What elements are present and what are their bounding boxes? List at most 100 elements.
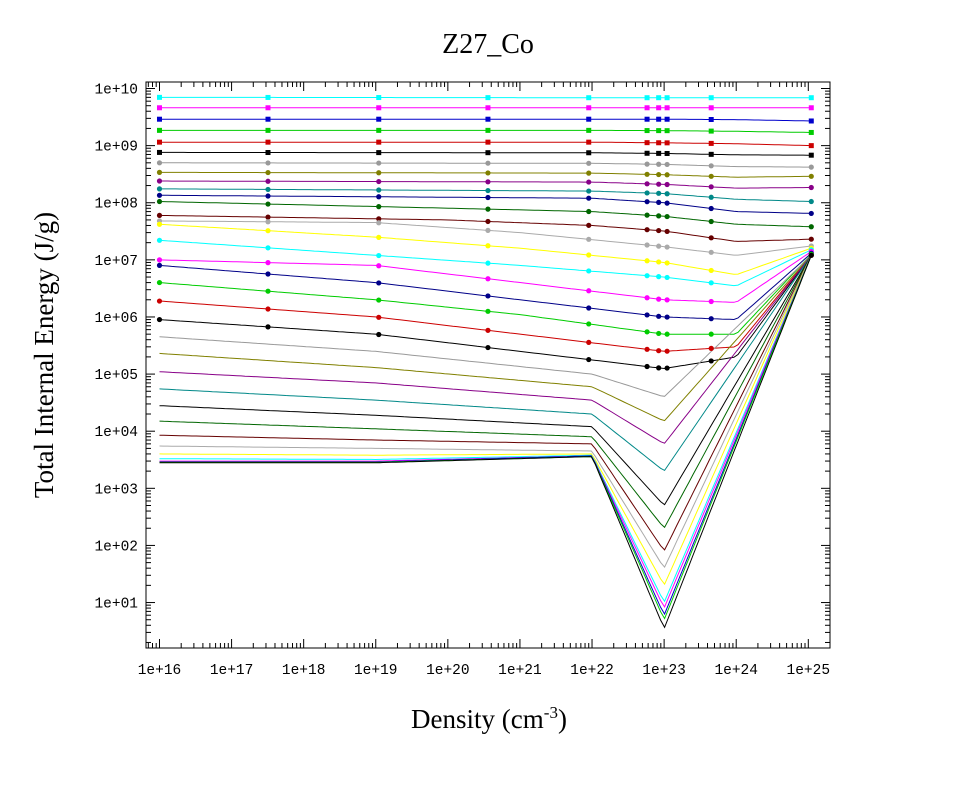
data-point-T12: [644, 212, 650, 218]
data-point-T16: [664, 274, 670, 281]
data-point-T12: [376, 204, 382, 210]
data-point-T13: [485, 218, 491, 225]
data-point-T03: [644, 116, 650, 122]
data-point-T19: [265, 288, 271, 294]
data-point-T06: [656, 150, 662, 156]
data-point-T03: [376, 116, 382, 122]
y-tick-label: 1e+09: [94, 140, 138, 156]
data-point-T12: [265, 201, 271, 207]
data-point-T03: [656, 116, 662, 122]
data-point-T01: [664, 95, 670, 101]
data-point-T13: [656, 227, 662, 234]
data-point-T14: [485, 227, 491, 233]
data-point-T21: [485, 344, 491, 351]
data-point-T07: [265, 160, 271, 166]
data-point-T19: [376, 297, 382, 303]
data-point-T17: [656, 296, 662, 302]
chart-title: Z27_Co: [442, 29, 534, 60]
data-point-T20: [156, 298, 163, 304]
data-point-T09: [376, 178, 382, 185]
data-point-T05: [156, 139, 162, 145]
data-point-T10: [376, 187, 382, 193]
data-point-T05: [586, 139, 592, 145]
data-point-T15: [586, 252, 592, 258]
data-point-T14: [656, 243, 662, 249]
data-point-T18: [656, 313, 662, 319]
data-point-T19: [586, 321, 592, 327]
series-line-T26: [159, 255, 812, 506]
data-point-T09: [708, 184, 714, 190]
data-point-T04: [708, 128, 714, 134]
data-point-T05: [708, 140, 714, 146]
data-point-T05: [664, 140, 670, 146]
data-point-T02: [376, 105, 382, 111]
data-point-T06: [708, 151, 714, 157]
data-point-T02: [708, 105, 714, 111]
data-point-T06: [265, 150, 271, 156]
data-point-T09: [156, 178, 163, 184]
data-point-T18: [664, 314, 670, 320]
data-point-T07: [156, 160, 163, 166]
data-point-T11: [708, 205, 714, 212]
data-point-T03: [808, 118, 814, 124]
y-tick-label: 1e+05: [94, 368, 138, 384]
data-point-T17: [644, 295, 650, 301]
data-point-T13: [265, 214, 271, 220]
data-point-T20: [664, 348, 670, 354]
data-point-T07: [708, 163, 714, 169]
data-point-T06: [586, 150, 592, 156]
data-point-T11: [808, 210, 814, 217]
data-point-T04: [376, 127, 382, 133]
data-point-T18: [644, 312, 650, 318]
data-point-T01: [156, 94, 162, 100]
data-point-T09: [664, 181, 670, 188]
data-point-T21: [376, 331, 382, 338]
data-point-T08: [586, 170, 592, 176]
data-point-T06: [808, 152, 814, 158]
x-axis-label-superscript: -3: [544, 703, 558, 722]
data-point-T19: [656, 330, 662, 337]
data-point-T21: [265, 324, 271, 330]
data-point-T14: [708, 249, 714, 255]
data-point-T20: [708, 345, 714, 352]
data-point-T03: [708, 116, 714, 122]
x-axis-label-main: Density (cm: [411, 704, 544, 734]
series-line-T23: [159, 254, 812, 422]
data-point-T09: [656, 181, 662, 187]
x-tick-label: 1e+18: [282, 663, 326, 679]
data-point-T20: [586, 339, 592, 345]
data-point-T13: [156, 212, 163, 219]
data-point-T08: [485, 170, 491, 176]
data-point-T01: [644, 95, 650, 101]
data-point-T03: [586, 116, 592, 122]
data-point-T04: [808, 129, 814, 135]
data-point-T01: [656, 95, 662, 101]
data-point-T04: [664, 128, 670, 134]
data-point-T17: [265, 260, 271, 266]
data-point-T08: [808, 173, 814, 179]
data-point-T18: [586, 305, 592, 311]
data-point-T10: [265, 186, 271, 193]
data-point-T04: [156, 127, 162, 133]
data-point-T07: [664, 161, 670, 168]
series-line-T31: [159, 255, 812, 603]
data-point-T15: [265, 228, 271, 234]
data-point-T04: [485, 127, 491, 133]
data-point-T13: [664, 228, 670, 235]
data-point-T19: [644, 329, 650, 335]
data-point-T08: [265, 169, 271, 176]
data-point-T12: [586, 208, 592, 215]
data-point-T01: [265, 94, 271, 100]
data-point-T11: [586, 195, 592, 201]
x-tick-label: 1e+22: [570, 663, 614, 679]
data-point-T04: [265, 127, 271, 133]
data-point-T02: [156, 105, 162, 111]
series-line-T30: [159, 255, 812, 586]
data-point-T02: [586, 105, 592, 111]
data-point-T06: [376, 150, 382, 156]
x-tick-label: 1e+19: [354, 663, 398, 679]
data-point-T14: [586, 236, 592, 242]
series-line-T25: [159, 255, 812, 472]
x-tick-label: 1e+23: [642, 663, 686, 679]
